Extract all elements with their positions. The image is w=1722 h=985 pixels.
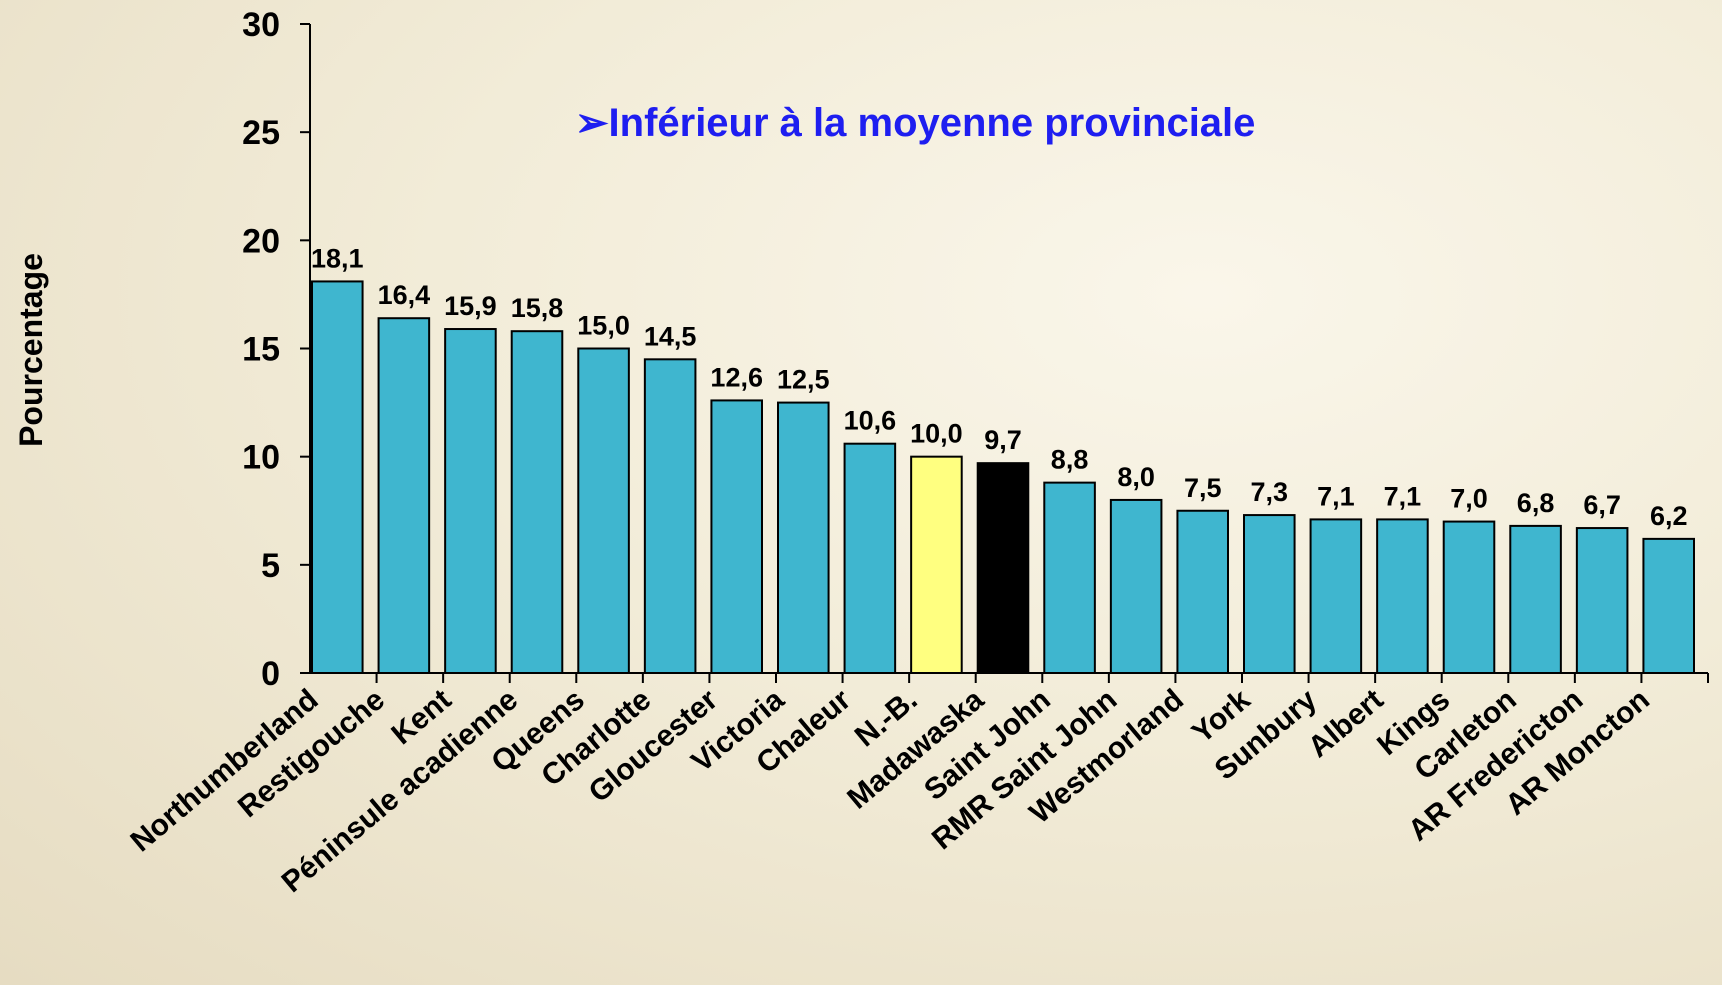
- value-label: 6,2: [1650, 501, 1688, 531]
- annotation: ➢Inférieur à la moyenne provinciale: [575, 101, 1255, 145]
- bar: [1642, 537, 1696, 675]
- bar: [643, 358, 697, 674]
- value-label: 7,1: [1317, 481, 1355, 511]
- bar: [1509, 524, 1562, 674]
- value-label: 7,3: [1251, 477, 1289, 507]
- bar: [377, 317, 431, 674]
- y-tick-label: 25: [242, 114, 280, 152]
- value-label: 10,6: [844, 406, 897, 436]
- value-label: 7,1: [1384, 481, 1422, 511]
- bar: [1309, 518, 1363, 674]
- y-tick-label: 10: [242, 439, 280, 477]
- bar: [1043, 481, 1096, 675]
- bar: [1109, 498, 1163, 674]
- bar: [976, 462, 1030, 675]
- bar: [510, 330, 564, 674]
- x-tick-label: Albert: [1302, 683, 1390, 764]
- bar: [1243, 514, 1296, 674]
- value-label: 15,0: [577, 311, 630, 341]
- bar: [777, 401, 830, 674]
- value-label: 15,9: [444, 291, 497, 321]
- value-label: 7,5: [1184, 473, 1222, 503]
- bar: [910, 455, 963, 674]
- y-tick-label: 15: [242, 331, 280, 369]
- value-label: 14,5: [644, 321, 697, 351]
- value-label: 8,0: [1117, 462, 1155, 492]
- bar: [1376, 518, 1429, 674]
- value-label: 10,0: [910, 419, 963, 449]
- value-label: 7,0: [1450, 484, 1488, 514]
- y-axis-label: Pourcentage: [13, 253, 49, 447]
- bar: [311, 280, 364, 674]
- value-label: 15,8: [511, 293, 564, 323]
- bar: [577, 347, 630, 674]
- value-label: 6,7: [1583, 490, 1621, 520]
- value-label: 6,8: [1517, 488, 1555, 518]
- y-tick-label: 0: [261, 655, 280, 693]
- value-label: 12,6: [710, 362, 763, 392]
- value-label: 18,1: [311, 243, 364, 273]
- bar: [444, 328, 497, 674]
- value-label: 9,7: [984, 425, 1022, 455]
- bar: [843, 442, 897, 675]
- bar: [1575, 527, 1629, 674]
- y-tick-label: 5: [261, 547, 280, 585]
- bar: [1442, 520, 1496, 674]
- bar: [1176, 509, 1230, 674]
- y-tick-label: 20: [242, 222, 280, 260]
- bar: [710, 399, 764, 674]
- value-label: 12,5: [777, 365, 830, 395]
- y-tick-label: 30: [242, 6, 280, 44]
- value-label: 16,4: [378, 280, 431, 310]
- value-label: 8,8: [1051, 445, 1089, 475]
